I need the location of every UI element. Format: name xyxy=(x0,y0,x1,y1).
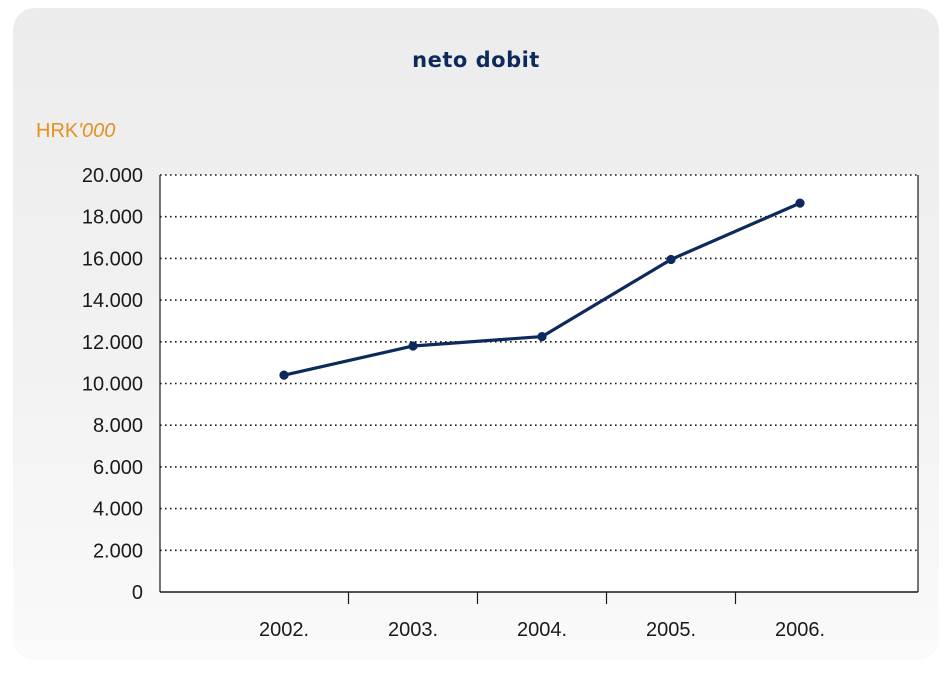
y-tick-label: 6.000 xyxy=(93,457,143,479)
gridlines xyxy=(160,174,918,552)
data-point xyxy=(795,198,805,208)
y-tick-label: 4.000 xyxy=(93,499,143,521)
x-tick-label: 2003. xyxy=(388,619,438,641)
series-net-profit xyxy=(279,198,805,380)
x-tick-label: 2006. xyxy=(775,619,825,641)
unit-suffix: '000 xyxy=(78,120,116,142)
y-tick-labels: 0 2.000 4.000 6.000 8.000 10.000 12.000 14.000 1… xyxy=(82,165,143,604)
data-point xyxy=(666,254,676,265)
y-tick-label: 10.000 xyxy=(82,374,143,396)
axes xyxy=(159,175,919,604)
x-tick-label: 2005. xyxy=(646,619,696,641)
unit-currency: HRK xyxy=(36,120,79,142)
chart-title: neto dobit xyxy=(412,48,540,72)
unit-label: HRK'000 xyxy=(36,120,115,143)
y-tick-label: 20.000 xyxy=(82,165,143,187)
y-tick-label: 8.000 xyxy=(93,415,143,437)
x-tick-label: 2004. xyxy=(517,619,567,641)
data-point xyxy=(408,341,418,351)
data-point xyxy=(279,370,289,380)
x-tick-labels: 2002. 2003. 2004. 2005. 2006. xyxy=(259,619,825,641)
y-tick-label: 12.000 xyxy=(82,332,143,354)
y-tick-label: 0 xyxy=(132,582,143,604)
y-tick-label: 2.000 xyxy=(93,540,143,562)
plot-area xyxy=(160,175,918,592)
y-tick-label: 14.000 xyxy=(82,290,143,312)
data-point xyxy=(537,331,547,342)
x-tick-label: 2002. xyxy=(259,619,309,641)
y-tick-label: 18.000 xyxy=(82,207,143,229)
y-tick-label: 16.000 xyxy=(82,248,143,270)
